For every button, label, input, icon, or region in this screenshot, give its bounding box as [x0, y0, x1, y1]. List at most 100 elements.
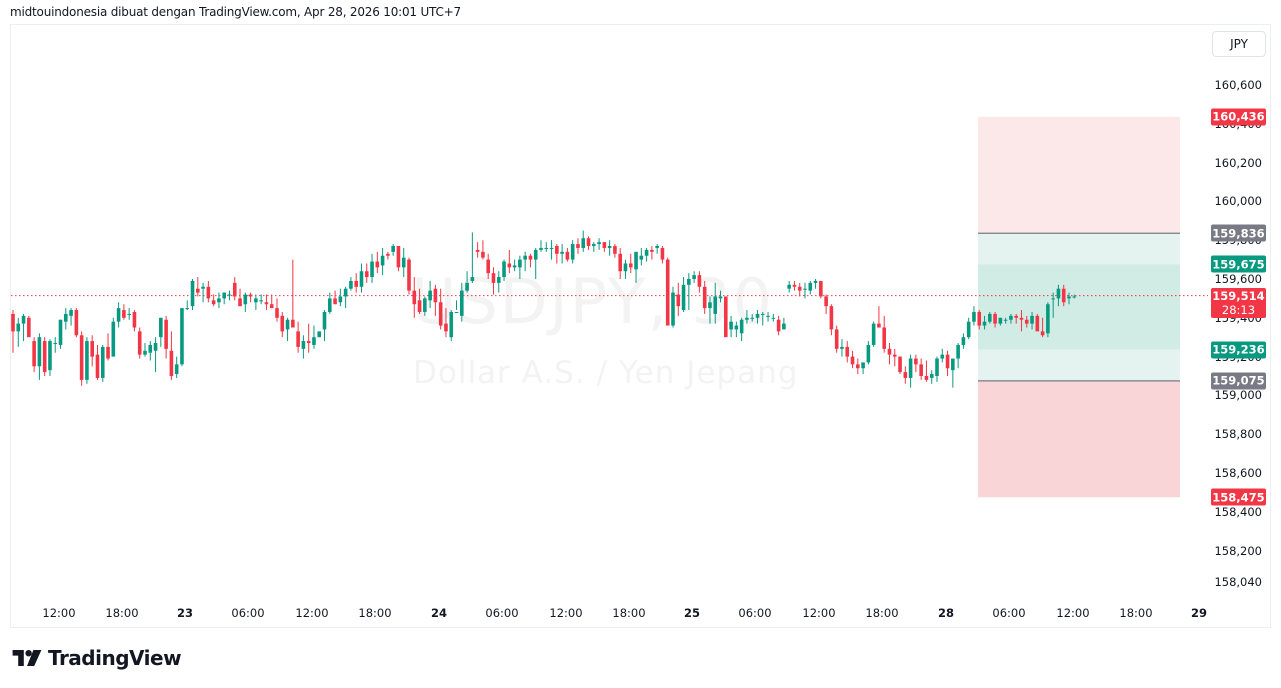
candle[interactable] [544, 242, 549, 252]
candle[interactable] [903, 366, 908, 384]
candle[interactable] [159, 317, 163, 347]
candle[interactable] [576, 238, 580, 254]
candle[interactable] [449, 310, 454, 342]
candle[interactable] [628, 253, 633, 274]
candle[interactable] [570, 240, 575, 264]
candle[interactable] [37, 333, 42, 380]
candle[interactable] [259, 294, 263, 305]
candle[interactable] [787, 280, 791, 293]
candle[interactable] [729, 315, 733, 338]
candle[interactable] [106, 333, 110, 361]
candle[interactable] [549, 240, 554, 260]
candle[interactable] [718, 290, 723, 303]
candle[interactable] [53, 337, 58, 353]
candle[interactable] [819, 280, 823, 299]
candle[interactable] [174, 356, 179, 378]
candle[interactable] [481, 240, 485, 260]
candle[interactable] [317, 331, 322, 338]
candle[interactable] [972, 306, 976, 326]
candle[interactable] [766, 311, 770, 322]
candle[interactable] [734, 321, 739, 338]
candle[interactable] [1040, 317, 1045, 338]
candle[interactable] [64, 308, 68, 330]
candle[interactable] [877, 306, 881, 328]
candle[interactable] [465, 271, 469, 293]
candle[interactable] [739, 317, 744, 342]
candle[interactable] [834, 325, 839, 353]
candle[interactable] [871, 321, 876, 347]
candle[interactable] [306, 323, 311, 353]
candle[interactable] [914, 354, 918, 373]
candle[interactable] [771, 313, 776, 322]
candle[interactable] [924, 360, 929, 382]
candle[interactable] [116, 302, 121, 328]
candle[interactable] [861, 362, 865, 375]
candle[interactable] [961, 333, 966, 349]
currency-button[interactable]: JPY [1212, 31, 1266, 57]
candle[interactable] [655, 244, 659, 254]
candle[interactable] [760, 311, 765, 326]
candle[interactable] [882, 315, 886, 353]
candle[interactable] [470, 232, 475, 283]
candle[interactable] [592, 242, 596, 252]
candle[interactable] [898, 356, 902, 375]
candle[interactable] [127, 308, 131, 320]
candle[interactable] [232, 277, 237, 301]
candle[interactable] [143, 343, 147, 357]
candle[interactable] [211, 294, 216, 307]
candle[interactable] [977, 310, 982, 330]
candle[interactable] [702, 280, 707, 314]
candle[interactable] [217, 292, 221, 309]
candle[interactable] [164, 315, 168, 359]
candle[interactable] [11, 310, 15, 353]
candle[interactable] [1014, 313, 1018, 324]
candle[interactable] [386, 251, 390, 260]
candle[interactable] [803, 282, 807, 299]
candle[interactable] [618, 247, 622, 279]
candle[interactable] [291, 259, 295, 328]
candle[interactable] [132, 310, 137, 332]
candle[interactable] [333, 290, 337, 305]
candle[interactable] [227, 290, 232, 301]
candle[interactable] [1009, 313, 1013, 324]
candle[interactable] [528, 253, 533, 268]
candle[interactable] [380, 247, 385, 276]
candle[interactable] [755, 310, 760, 324]
candle[interactable] [951, 358, 955, 388]
candle[interactable] [1019, 310, 1024, 332]
candle[interactable] [111, 317, 116, 357]
candle[interactable] [745, 310, 749, 324]
candle[interactable] [296, 321, 300, 353]
candle[interactable] [364, 263, 369, 283]
candle[interactable] [665, 257, 670, 326]
candle[interactable] [438, 288, 443, 330]
candle[interactable] [845, 341, 850, 363]
candle[interactable] [623, 259, 628, 279]
candle[interactable] [892, 348, 897, 367]
candle[interactable] [792, 280, 797, 291]
tradingview-logo[interactable]: TradingView [12, 646, 182, 670]
candle[interactable] [998, 317, 1003, 326]
candle[interactable] [100, 344, 105, 382]
candle[interactable] [328, 292, 332, 314]
candle[interactable] [180, 308, 184, 367]
candle[interactable] [850, 350, 855, 369]
candle[interactable] [280, 311, 285, 338]
candle[interactable] [929, 370, 934, 384]
candle[interactable] [301, 335, 306, 359]
candle[interactable] [750, 313, 754, 322]
candle[interactable] [607, 240, 612, 256]
candle[interactable] [1067, 292, 1071, 305]
candle[interactable] [697, 271, 702, 293]
candle[interactable] [597, 238, 601, 250]
candle[interactable] [940, 348, 945, 363]
entry-zone-lower[interactable] [978, 349, 1180, 381]
candle[interactable] [433, 284, 438, 316]
candle[interactable] [285, 317, 290, 342]
candle[interactable] [370, 253, 374, 283]
candle[interactable] [343, 286, 348, 309]
candle[interactable] [349, 277, 353, 291]
candle[interactable] [428, 280, 432, 309]
candle[interactable] [650, 246, 654, 260]
candle[interactable] [95, 344, 100, 380]
